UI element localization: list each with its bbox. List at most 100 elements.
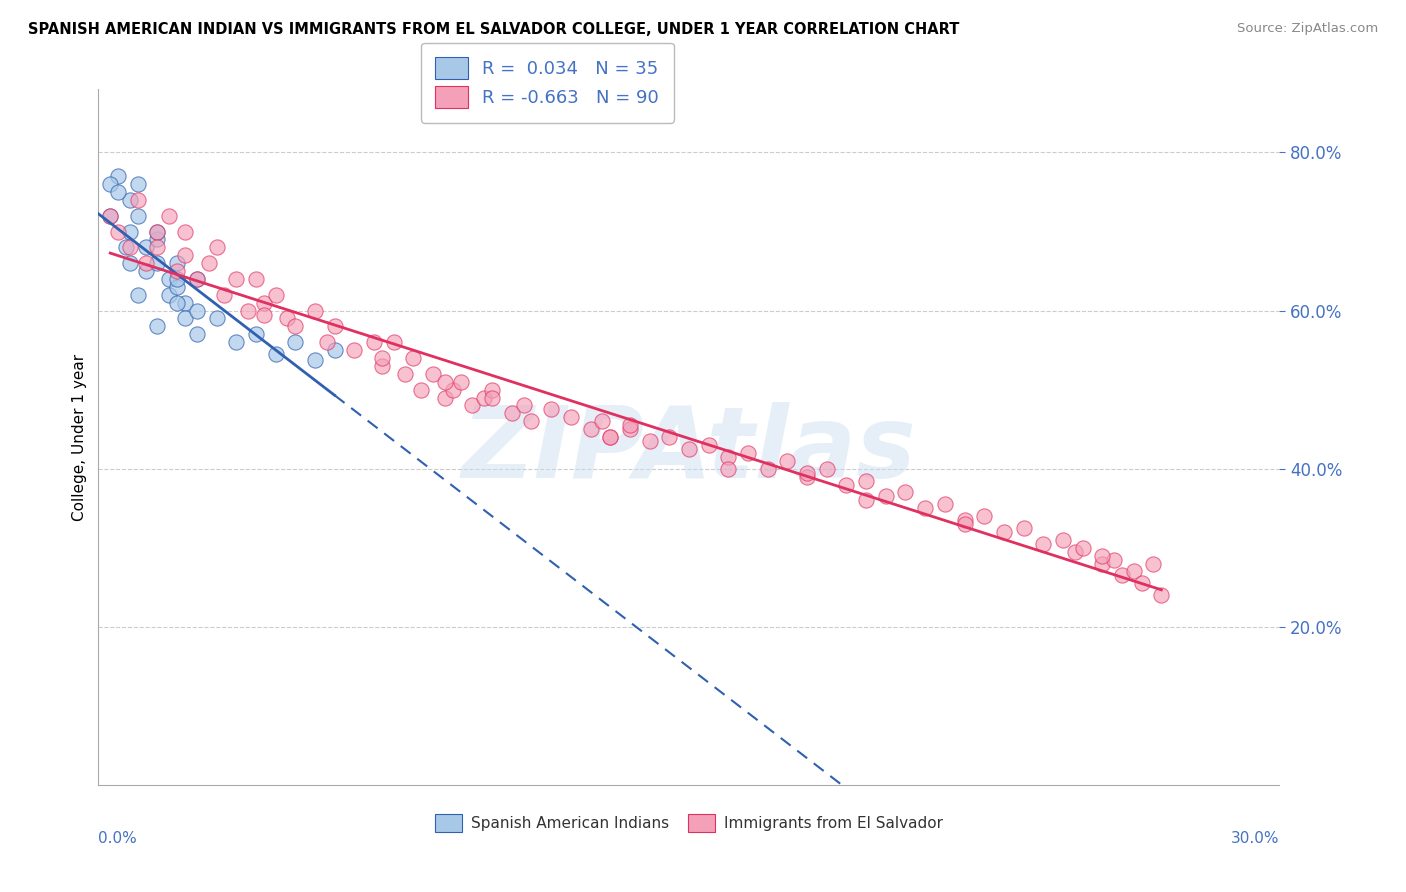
Point bbox=[1071, 541, 1094, 555]
Point bbox=[472, 391, 495, 405]
Point bbox=[205, 311, 228, 326]
Point bbox=[197, 256, 219, 270]
Point bbox=[146, 225, 169, 239]
Point bbox=[174, 248, 197, 262]
Point bbox=[599, 430, 621, 444]
Point bbox=[1111, 568, 1133, 582]
Point bbox=[1091, 549, 1114, 563]
Point bbox=[717, 461, 740, 475]
Text: 30.0%: 30.0% bbox=[1232, 831, 1279, 846]
Point bbox=[135, 264, 157, 278]
Point bbox=[953, 513, 976, 527]
Point bbox=[540, 402, 562, 417]
Point bbox=[264, 347, 287, 361]
Point bbox=[146, 225, 169, 239]
Point bbox=[166, 272, 188, 286]
Point bbox=[205, 240, 228, 254]
Point bbox=[619, 422, 641, 436]
Point bbox=[520, 414, 543, 428]
Point bbox=[253, 308, 276, 322]
Point bbox=[107, 185, 129, 199]
Point bbox=[146, 232, 169, 246]
Point bbox=[284, 335, 307, 350]
Point bbox=[284, 319, 307, 334]
Point bbox=[186, 303, 208, 318]
Point bbox=[118, 225, 141, 239]
Point bbox=[1122, 565, 1144, 579]
Point bbox=[323, 343, 346, 357]
Point bbox=[1032, 537, 1054, 551]
Point bbox=[157, 272, 180, 286]
Point bbox=[225, 335, 247, 350]
Point bbox=[118, 256, 141, 270]
Point bbox=[658, 430, 681, 444]
Point bbox=[118, 240, 141, 254]
Point bbox=[174, 295, 197, 310]
Point bbox=[276, 311, 298, 326]
Point bbox=[441, 383, 464, 397]
Point bbox=[371, 359, 394, 373]
Point bbox=[127, 193, 149, 207]
Point bbox=[855, 493, 877, 508]
Point bbox=[394, 367, 416, 381]
Point bbox=[157, 287, 180, 301]
Point bbox=[697, 438, 720, 452]
Point bbox=[371, 351, 394, 365]
Point bbox=[127, 177, 149, 191]
Point bbox=[135, 240, 157, 254]
Point bbox=[186, 327, 208, 342]
Point bbox=[619, 418, 641, 433]
Point bbox=[815, 461, 838, 475]
Point bbox=[1052, 533, 1074, 547]
Point bbox=[1130, 576, 1153, 591]
Point bbox=[186, 272, 208, 286]
Point bbox=[875, 489, 897, 503]
Point bbox=[894, 485, 917, 500]
Point bbox=[433, 391, 456, 405]
Point bbox=[186, 272, 208, 286]
Point bbox=[115, 240, 138, 254]
Point bbox=[737, 446, 759, 460]
Point bbox=[953, 516, 976, 531]
Point bbox=[1063, 545, 1085, 559]
Point bbox=[1150, 588, 1173, 602]
Point bbox=[157, 209, 180, 223]
Point bbox=[304, 303, 326, 318]
Text: 0.0%: 0.0% bbox=[98, 831, 138, 846]
Point bbox=[363, 335, 385, 350]
Point bbox=[264, 287, 287, 301]
Point bbox=[481, 391, 503, 405]
Point bbox=[253, 295, 276, 310]
Point bbox=[127, 287, 149, 301]
Point bbox=[127, 209, 149, 223]
Point bbox=[796, 469, 818, 483]
Point bbox=[146, 240, 169, 254]
Point bbox=[236, 303, 259, 318]
Point bbox=[402, 351, 425, 365]
Point bbox=[501, 406, 523, 420]
Point bbox=[481, 383, 503, 397]
Point bbox=[166, 256, 188, 270]
Point bbox=[107, 169, 129, 183]
Point bbox=[411, 383, 433, 397]
Point bbox=[560, 410, 582, 425]
Legend: Spanish American Indians, Immigrants from El Salvador: Spanish American Indians, Immigrants fro… bbox=[427, 806, 950, 840]
Point bbox=[166, 295, 188, 310]
Y-axis label: College, Under 1 year: College, Under 1 year bbox=[72, 353, 87, 521]
Point bbox=[1012, 521, 1035, 535]
Point bbox=[638, 434, 661, 448]
Point bbox=[993, 524, 1015, 539]
Point bbox=[315, 335, 337, 350]
Point bbox=[512, 399, 534, 413]
Point bbox=[98, 209, 121, 223]
Point bbox=[591, 414, 613, 428]
Text: SPANISH AMERICAN INDIAN VS IMMIGRANTS FROM EL SALVADOR COLLEGE, UNDER 1 YEAR COR: SPANISH AMERICAN INDIAN VS IMMIGRANTS FR… bbox=[28, 22, 959, 37]
Point bbox=[717, 450, 740, 464]
Point bbox=[1102, 552, 1125, 566]
Point bbox=[214, 287, 236, 301]
Point bbox=[796, 466, 818, 480]
Point bbox=[174, 225, 197, 239]
Point bbox=[98, 177, 121, 191]
Point bbox=[146, 319, 169, 334]
Point bbox=[433, 375, 456, 389]
